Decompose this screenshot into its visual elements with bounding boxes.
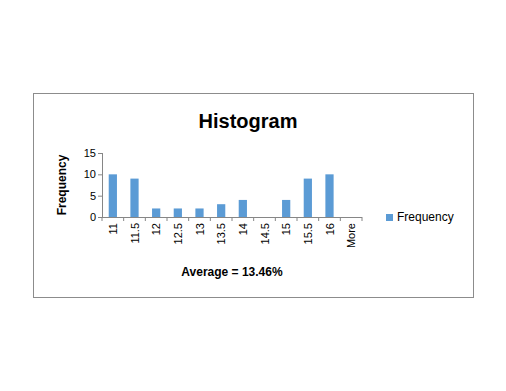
x-tick xyxy=(275,217,276,221)
x-tick-label: 16 xyxy=(324,223,336,235)
x-tick xyxy=(340,217,341,221)
bar xyxy=(130,179,138,217)
x-tick xyxy=(102,217,103,221)
bar xyxy=(152,208,160,217)
legend-label: Frequency xyxy=(397,210,454,224)
x-tick xyxy=(123,217,124,221)
y-tick xyxy=(98,174,102,175)
x-tick-label: 12.5 xyxy=(172,223,184,244)
bar xyxy=(260,217,268,218)
bar xyxy=(282,200,290,217)
x-tick xyxy=(362,217,363,221)
x-tick-label: 11.5 xyxy=(129,223,141,244)
bars xyxy=(109,174,334,217)
bar xyxy=(109,174,117,217)
x-tick-label: 13 xyxy=(194,223,206,235)
y-tick-label: 15 xyxy=(84,147,96,159)
y-tick xyxy=(98,217,102,218)
x-tick-label: More xyxy=(345,223,357,248)
x-tick xyxy=(210,217,211,221)
x-tick-label: 14.5 xyxy=(259,223,271,244)
x-tick-label: 11 xyxy=(107,223,119,234)
bar xyxy=(239,200,247,217)
x-tick-label: 13.5 xyxy=(215,223,227,244)
chart-frame xyxy=(34,94,474,298)
x-tick xyxy=(318,217,319,221)
y-axis-title: Frequency xyxy=(55,154,69,215)
x-tick xyxy=(253,217,254,221)
x-tick-label: 14 xyxy=(237,223,249,235)
legend: Frequency xyxy=(386,210,454,224)
y-tick xyxy=(98,153,102,154)
x-tick xyxy=(188,217,189,221)
bar xyxy=(195,208,203,217)
x-tick xyxy=(145,217,146,221)
x-tick-label: 12 xyxy=(150,223,162,235)
x-axis-title: Average = 13.46% xyxy=(181,265,283,279)
y-tick-label: 0 xyxy=(90,211,96,223)
y-tick-label: 10 xyxy=(84,168,96,180)
chart-title: Histogram xyxy=(199,110,298,132)
x-tick-label: 15.5 xyxy=(302,223,314,244)
x-tick xyxy=(297,217,298,221)
bar xyxy=(174,208,182,217)
y-axis-line xyxy=(102,153,103,217)
bar xyxy=(347,217,355,218)
x-tick xyxy=(232,217,233,221)
bar xyxy=(325,174,333,217)
x-tick xyxy=(167,217,168,221)
y-tick xyxy=(98,196,102,197)
bar xyxy=(217,204,225,217)
x-tick-label: 15 xyxy=(280,223,292,235)
y-tick-label: 5 xyxy=(90,190,96,202)
bar xyxy=(304,179,312,217)
legend-swatch xyxy=(386,214,393,221)
chart-svg: Histogram 0 5 10 15 11 11.5 12 12.5 13 13.5 14 14.5 1… xyxy=(0,0,506,391)
chart-container: Histogram 0 5 10 15 11 11.5 12 12.5 13 13.5 14 14.5 1… xyxy=(0,0,506,391)
